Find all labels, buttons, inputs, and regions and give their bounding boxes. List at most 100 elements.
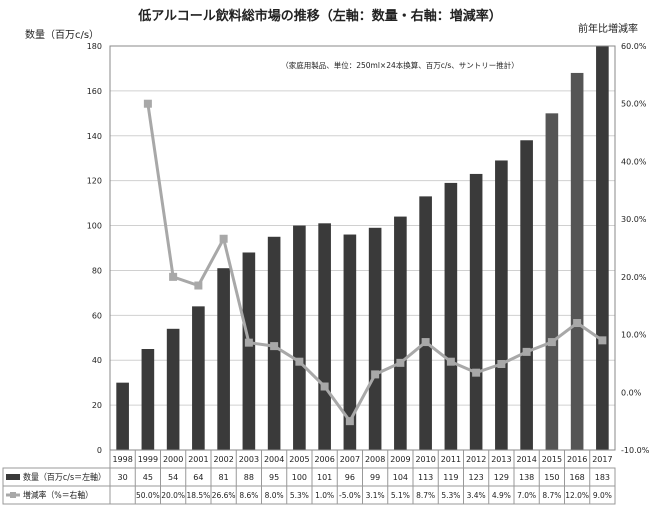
- bar-2008: [368, 227, 382, 450]
- table-rate: 20.0%: [161, 491, 185, 500]
- x-tick-label: 2016: [567, 455, 587, 464]
- y-tick-label: 80: [92, 266, 102, 275]
- table-rate: 1.0%: [315, 491, 334, 500]
- table-rate: -5.0%: [339, 491, 361, 500]
- table-rate: 8.7%: [542, 491, 561, 500]
- legend-bar-swatch: [6, 474, 20, 480]
- legend-bar-label: 数量（百万c/s＝左軸）: [23, 472, 106, 483]
- table-value: 104: [393, 473, 408, 482]
- rate-point: [270, 342, 279, 351]
- bar-2003: [242, 252, 256, 450]
- y-tick-label: 20: [92, 401, 102, 410]
- rate-point: [219, 234, 228, 243]
- x-tick-label: 2001: [188, 455, 208, 464]
- table-value: 119: [443, 473, 458, 482]
- table-rate: 9.0%: [593, 491, 612, 500]
- rate-point: [472, 368, 481, 377]
- bar-2014: [520, 140, 533, 450]
- y2-tick-label: -10.0%: [621, 446, 650, 455]
- x-tick-label: 2013: [491, 455, 511, 464]
- x-tick-label: 2008: [365, 455, 385, 464]
- y-tick-label: 40: [92, 356, 102, 365]
- rate-point: [497, 360, 506, 369]
- bar-2007: [343, 234, 357, 450]
- table-rate: 3.4%: [467, 491, 486, 500]
- chart-title: 低アルコール飲料総市場の推移（左軸：数量・右軸：増減率）: [137, 8, 502, 24]
- table-rate: 3.1%: [366, 491, 385, 500]
- rate-point: [446, 357, 455, 366]
- bar-1999: [141, 349, 155, 450]
- y2-tick-label: 40.0%: [621, 157, 647, 166]
- y2-tick-label: 20.0%: [621, 273, 647, 282]
- table-rate: 8.6%: [239, 491, 258, 500]
- bar-2017: [596, 46, 609, 450]
- rate-point: [345, 417, 354, 426]
- y2-axis-label: 前年比増減率: [578, 22, 638, 35]
- y-axis-label: 数量（百万c/s）: [25, 28, 99, 41]
- table-rate: 7.0%: [517, 491, 536, 500]
- table-rate: 8.7%: [416, 491, 435, 500]
- rate-point: [295, 357, 304, 366]
- x-tick-label: 2012: [466, 455, 486, 464]
- rate-point: [194, 281, 203, 290]
- table-value: 81: [219, 473, 229, 482]
- table-rate: 18.5%: [186, 491, 210, 500]
- table-value: 101: [317, 473, 332, 482]
- y-tick-label: 100: [87, 222, 102, 231]
- table-rate: 12.0%: [565, 491, 589, 500]
- rate-point: [522, 347, 531, 356]
- table-rate: 8.0%: [265, 491, 284, 500]
- rate-point: [244, 338, 253, 347]
- rate-point: [598, 336, 607, 345]
- table-value: 99: [370, 473, 380, 482]
- y-tick-label: 0: [97, 446, 102, 455]
- y-tick-label: 60: [92, 311, 102, 320]
- x-tick-label: 1999: [138, 455, 158, 464]
- table-rate: 26.6%: [212, 491, 236, 500]
- x-tick-label: 2011: [441, 455, 461, 464]
- table-value: 45: [143, 473, 153, 482]
- bar-2001: [192, 306, 205, 450]
- x-tick-label: 2010: [415, 455, 435, 464]
- table-value: 150: [544, 473, 559, 482]
- bar-2005: [293, 225, 306, 450]
- x-tick-label: 1998: [112, 455, 132, 464]
- table-value: 54: [168, 473, 178, 482]
- bar-2006: [318, 223, 331, 450]
- x-tick-label: 2005: [289, 455, 309, 464]
- table-rate: 5.3%: [441, 491, 460, 500]
- bar-2016: [570, 72, 584, 450]
- y2-tick-label: 60.0%: [621, 42, 647, 51]
- rate-point: [320, 382, 329, 391]
- bar-2013: [495, 160, 508, 450]
- x-tick-label: 2003: [239, 455, 259, 464]
- y2-tick-label: 50.0%: [621, 100, 647, 109]
- x-tick-label: 2009: [390, 455, 410, 464]
- rate-point: [371, 370, 380, 379]
- y2-tick-label: 10.0%: [621, 331, 647, 340]
- bar-2010: [419, 196, 432, 450]
- rate-point: [421, 338, 430, 347]
- y-tick-label: 180: [87, 42, 102, 51]
- rate-point: [573, 319, 582, 328]
- x-tick-label: 2007: [340, 455, 360, 464]
- table-value: 129: [494, 473, 509, 482]
- table-value: 123: [468, 473, 483, 482]
- x-tick-label: 2006: [314, 455, 334, 464]
- x-tick-label: 2014: [516, 455, 536, 464]
- table-value: 113: [418, 473, 433, 482]
- plot-area: [109, 45, 616, 451]
- y2-tick-label: 0.0%: [621, 388, 642, 397]
- table-value: 95: [269, 473, 279, 482]
- x-tick-label: 2002: [213, 455, 233, 464]
- bar-2012: [469, 173, 483, 450]
- y-tick-label: 140: [87, 132, 102, 141]
- table-rate: 50.0%: [136, 491, 160, 500]
- y2-tick-label: 30.0%: [621, 215, 647, 224]
- legend-line-swatch: [10, 492, 16, 498]
- x-tick-label: 2017: [592, 455, 612, 464]
- table-value: 100: [292, 473, 307, 482]
- table-value: 183: [595, 473, 610, 482]
- x-tick-label: 2015: [542, 455, 562, 464]
